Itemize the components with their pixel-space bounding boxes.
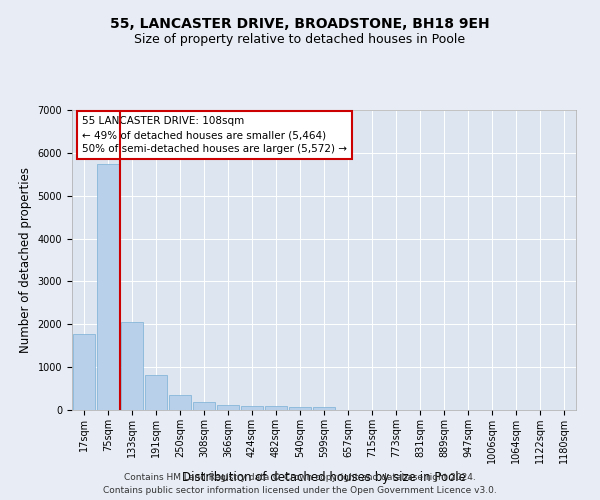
Bar: [73, 334, 95, 410]
Bar: [121, 322, 143, 410]
Bar: [241, 406, 263, 410]
Y-axis label: Number of detached properties: Number of detached properties: [19, 167, 32, 353]
Text: Contains HM Land Registry data © Crown copyright and database right 2024.
Contai: Contains HM Land Registry data © Crown c…: [103, 474, 497, 495]
Bar: [193, 402, 215, 410]
Bar: [313, 408, 335, 410]
Bar: [289, 407, 311, 410]
Bar: [145, 375, 167, 410]
X-axis label: Distribution of detached houses by size in Poole: Distribution of detached houses by size …: [182, 472, 466, 484]
Bar: [217, 405, 239, 410]
Text: 55 LANCASTER DRIVE: 108sqm
← 49% of detached houses are smaller (5,464)
50% of s: 55 LANCASTER DRIVE: 108sqm ← 49% of deta…: [82, 116, 347, 154]
Bar: [169, 396, 191, 410]
Bar: [265, 406, 287, 410]
Text: 55, LANCASTER DRIVE, BROADSTONE, BH18 9EH: 55, LANCASTER DRIVE, BROADSTONE, BH18 9E…: [110, 18, 490, 32]
Text: Size of property relative to detached houses in Poole: Size of property relative to detached ho…: [134, 32, 466, 46]
Bar: [97, 164, 119, 410]
